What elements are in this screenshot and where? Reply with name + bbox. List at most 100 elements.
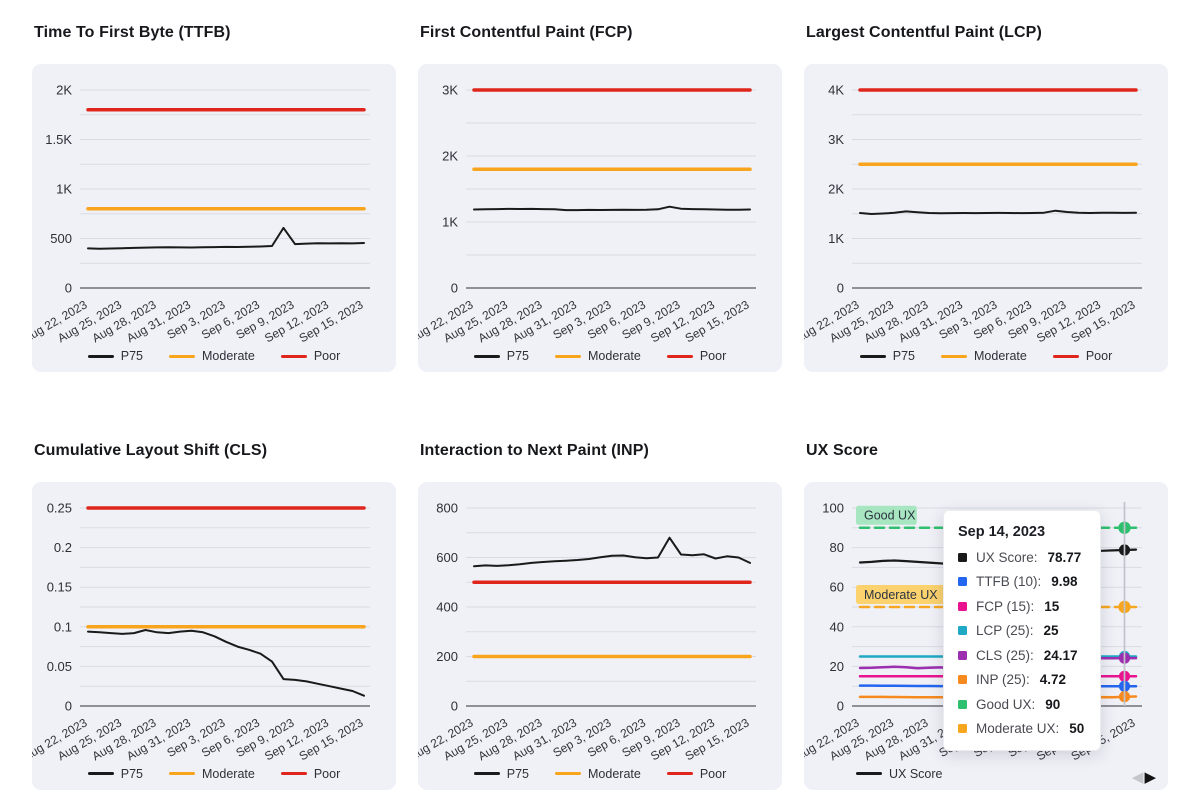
legend-item-moderate[interactable]: Moderate	[169, 767, 255, 781]
svg-text:0: 0	[837, 698, 844, 713]
chart-panel-ttfb: 0 500 1K 1.5K 2K Aug 22, 2023 Aug 25, 2023 Aug …	[32, 64, 396, 372]
tooltip-row-label: CLS (25):	[976, 647, 1034, 663]
legend-item-poor[interactable]: Poor	[280, 767, 340, 781]
series-color-swatch-icon	[958, 601, 967, 611]
legend-label: P75	[120, 766, 144, 781]
legend-item-ux-score[interactable]: UX Score	[856, 767, 943, 781]
legend-item-moderate[interactable]: Moderate	[555, 349, 641, 363]
legend-item-p75[interactable]: P75	[473, 766, 530, 781]
svg-text:0: 0	[65, 698, 72, 713]
chart-title-cls: Cumulative Layout Shift (CLS)	[34, 441, 268, 459]
chart-panel-fcp: 0 1K 2K 3K Aug 22, 2023 Aug 25, 2023 Aug 28, 2…	[418, 64, 782, 372]
svg-text:40: 40	[830, 619, 844, 634]
legend-label: Moderate	[588, 766, 641, 781]
legend-item-moderate[interactable]: Moderate	[555, 767, 641, 781]
chart-title-fcp: First Contentful Paint (FCP)	[420, 24, 633, 41]
svg-text:0: 0	[451, 698, 458, 713]
legend-label: P75	[892, 349, 916, 363]
prev-arrow-icon[interactable]: ◀	[1131, 768, 1144, 786]
tooltip-row: Good UX: 90	[958, 697, 1086, 712]
tooltip-row-label: Good UX:	[976, 696, 1036, 712]
legend-item-moderate[interactable]: Moderate	[941, 349, 1027, 363]
legend-label: Poor	[1085, 349, 1113, 363]
svg-text:100: 100	[822, 500, 844, 515]
chart-card-lcp: Largest Contentful Paint (LCP) 0 1K 2K 3K 4K…	[804, 12, 1168, 386]
tooltip-row-value: 50	[1069, 721, 1085, 736]
svg-text:1K: 1K	[56, 182, 72, 197]
chart-card-fcp: First Contentful Paint (FCP) 0 1K 2K 3K Aug …	[418, 12, 782, 386]
legend-item-p75[interactable]: P75	[473, 349, 530, 363]
cls-legend: P75 Moderate Poor	[32, 765, 396, 783]
legend-label: Poor	[313, 349, 341, 363]
svg-text:2K: 2K	[442, 149, 458, 164]
svg-text:0.25: 0.25	[47, 500, 72, 515]
svg-text:0.15: 0.15	[47, 579, 72, 594]
svg-text:0: 0	[837, 281, 844, 296]
series-color-swatch-icon	[958, 699, 967, 709]
legend-item-p75[interactable]: P75	[87, 766, 144, 781]
svg-text:600: 600	[436, 550, 458, 565]
legend-label: Moderate	[202, 766, 255, 781]
legend-label: P75	[506, 349, 530, 363]
svg-text:80: 80	[830, 540, 844, 555]
svg-text:60: 60	[830, 579, 844, 594]
tooltip-row-label: Moderate UX:	[976, 721, 1060, 736]
svg-text:1K: 1K	[828, 231, 844, 246]
svg-text:800: 800	[436, 500, 458, 515]
svg-text:3K: 3K	[828, 132, 844, 147]
chart-panel-inp: 0 200 400 600 800 Aug 22, 2023 Aug 25, 2023 Aug…	[418, 481, 782, 790]
fcp-legend: P75 Moderate Poor	[418, 347, 782, 365]
tooltip-row: INP (25): 4.72	[958, 672, 1086, 687]
svg-text:20: 20	[830, 658, 844, 673]
legend-item-p75[interactable]: P75	[87, 349, 143, 363]
svg-text:3K: 3K	[442, 83, 458, 98]
tooltip-row: Moderate UX: 50	[958, 721, 1086, 736]
legend-swatch	[666, 772, 693, 775]
svg-text:4K: 4K	[828, 83, 844, 98]
next-arrow-icon[interactable]: ▶	[1144, 768, 1156, 786]
tooltip-row: TTFB (10): 9.98	[958, 574, 1086, 589]
legend-swatch	[87, 772, 114, 775]
series-color-swatch-icon	[958, 675, 967, 684]
legend-item-poor[interactable]: Poor	[666, 349, 727, 363]
legend-swatch	[859, 354, 886, 358]
chart-panel-lcp: 0 1K 2K 3K 4K Aug 22, 2023 Aug 25, 2023 Aug 28,…	[804, 64, 1168, 372]
svg-text:200: 200	[436, 649, 458, 664]
legend-swatch	[941, 354, 968, 358]
series-color-swatch-icon	[958, 552, 967, 562]
legend-swatch	[87, 354, 114, 358]
chart-panel-cls: 0 0.05 0.1 0.15 0.2 0.25 Aug 22, 2023 Aug 25, 2…	[32, 481, 396, 790]
svg-text:2K: 2K	[56, 83, 72, 98]
tooltip-row-value: 78.77	[1047, 549, 1082, 565]
svg-text:500: 500	[50, 231, 72, 246]
tooltip-row-value: 4.72	[1039, 672, 1067, 687]
chart-card-inp: Interaction to Next Paint (INP) 0 200 400 6…	[418, 430, 782, 803]
legend-swatch	[1052, 354, 1079, 358]
legend-label: P75	[506, 766, 530, 781]
legend-item-p75[interactable]: P75	[859, 349, 916, 363]
tooltip-row-label: TTFB (10):	[976, 574, 1042, 589]
legend-item-moderate[interactable]: Moderate	[169, 349, 255, 363]
legend-swatch	[555, 354, 582, 358]
tooltip-row-label: INP (25):	[976, 672, 1030, 687]
legend-label: Moderate	[588, 349, 641, 363]
svg-text:0.2: 0.2	[54, 540, 72, 555]
tooltip-row-label: LCP (25):	[976, 623, 1034, 638]
legend-item-poor[interactable]: Poor	[1052, 349, 1113, 363]
series-color-swatch-icon	[958, 724, 967, 733]
legend-label: Poor	[699, 349, 727, 363]
legend-item-poor[interactable]: Poor	[280, 349, 341, 363]
chart-tooltip: Sep 14, 2023 UX Score: 78.77 TTFB (10): 9…	[943, 510, 1101, 751]
tooltip-row-value: 25	[1043, 623, 1059, 638]
svg-text:0.05: 0.05	[47, 658, 72, 673]
svg-text:Good UX: Good UX	[864, 508, 916, 522]
svg-text:2K: 2K	[828, 182, 844, 197]
series-color-swatch-icon	[958, 626, 967, 635]
legend-item-poor[interactable]: Poor	[666, 767, 726, 781]
